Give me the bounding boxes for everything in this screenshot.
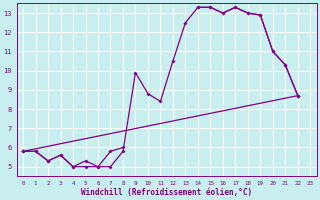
X-axis label: Windchill (Refroidissement éolien,°C): Windchill (Refroidissement éolien,°C) <box>81 188 252 197</box>
